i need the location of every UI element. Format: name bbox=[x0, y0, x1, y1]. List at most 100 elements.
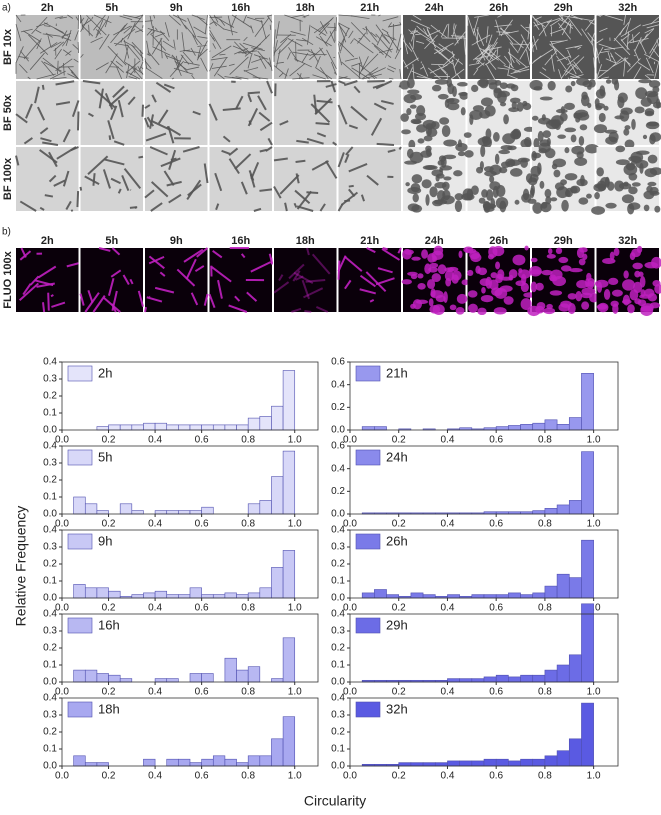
cell-blob bbox=[401, 129, 411, 135]
cell-blob bbox=[561, 265, 572, 272]
histogram-bar bbox=[259, 500, 272, 515]
histogram-bar bbox=[166, 510, 179, 515]
y-axis-label: Relative Frequency bbox=[13, 506, 29, 627]
cell-blob bbox=[509, 168, 523, 177]
cell-blob bbox=[410, 183, 421, 193]
hypha bbox=[146, 28, 153, 36]
hypha bbox=[620, 39, 630, 51]
histogram-bar bbox=[201, 673, 214, 683]
hypha bbox=[325, 160, 338, 179]
cell-blob bbox=[576, 280, 588, 289]
cell-blob bbox=[567, 293, 577, 300]
histogram-bar bbox=[544, 585, 558, 599]
x-tick-label: 0.0 bbox=[55, 771, 69, 782]
x-tick-label: 1.0 bbox=[587, 687, 601, 698]
cell-blob bbox=[490, 272, 498, 279]
hypha bbox=[294, 189, 311, 204]
x-tick-label: 0.4 bbox=[441, 519, 455, 530]
cell-blob bbox=[505, 158, 516, 168]
histogram-bar bbox=[410, 762, 424, 767]
hypha bbox=[82, 80, 101, 85]
hypha bbox=[531, 16, 545, 28]
cell-blob bbox=[510, 84, 519, 92]
cell-blob bbox=[476, 166, 484, 174]
hypha bbox=[549, 43, 557, 51]
y-tick-label: 0.0 bbox=[331, 509, 345, 520]
cell-blob bbox=[440, 156, 447, 168]
hypha bbox=[191, 74, 195, 80]
histogram-bar bbox=[581, 451, 594, 515]
time-label: 21h bbox=[360, 2, 379, 14]
histogram-bar bbox=[96, 426, 109, 431]
hypha bbox=[39, 206, 45, 211]
hypha bbox=[350, 105, 368, 121]
y-tick-label: 0.2 bbox=[331, 643, 345, 654]
hypha bbox=[76, 111, 80, 131]
hypha bbox=[284, 68, 289, 80]
legend-swatch bbox=[355, 365, 381, 382]
micrograph bbox=[337, 146, 402, 212]
micrograph bbox=[596, 14, 660, 80]
hypha bbox=[209, 63, 214, 72]
hypha bbox=[105, 53, 118, 74]
cell-blob bbox=[518, 268, 523, 274]
hypha bbox=[50, 294, 54, 298]
hypha bbox=[163, 170, 175, 186]
cell-blob bbox=[454, 200, 463, 213]
histogram-bar bbox=[495, 674, 509, 683]
hypha bbox=[154, 27, 158, 31]
hypha bbox=[34, 86, 40, 104]
hypha bbox=[362, 27, 366, 31]
hypha bbox=[606, 58, 622, 72]
hypha bbox=[278, 72, 284, 78]
cell-blob bbox=[471, 84, 479, 93]
hypha bbox=[229, 56, 249, 75]
cell-blob bbox=[443, 176, 452, 181]
hypha bbox=[591, 38, 595, 58]
cell-blob bbox=[480, 145, 486, 158]
hypha bbox=[228, 158, 240, 175]
hypha bbox=[510, 68, 530, 74]
cell-blob bbox=[512, 254, 526, 266]
x-tick-label: 0.2 bbox=[392, 435, 406, 446]
hypha bbox=[71, 100, 80, 117]
histogram-bar bbox=[119, 678, 133, 683]
y-tick-label: 0.3 bbox=[43, 458, 57, 469]
cell-blob bbox=[489, 175, 495, 183]
hypha bbox=[150, 181, 169, 198]
histogram-bar bbox=[495, 426, 509, 431]
cell-blob bbox=[411, 256, 421, 261]
hypha bbox=[214, 21, 225, 30]
hypha bbox=[108, 89, 129, 107]
legend-label: 16h bbox=[98, 617, 120, 632]
x-tick-label: 0.4 bbox=[441, 771, 455, 782]
time-label: 29h bbox=[554, 2, 573, 14]
hypha bbox=[51, 301, 66, 308]
histogram-bar bbox=[568, 738, 582, 767]
hypha bbox=[654, 60, 660, 79]
hypha bbox=[577, 46, 582, 50]
hypha bbox=[20, 247, 27, 258]
micrograph bbox=[80, 80, 144, 146]
x-tick-label: 0.0 bbox=[343, 603, 357, 614]
cell-blob bbox=[524, 245, 529, 251]
micrograph bbox=[529, 77, 596, 149]
hypha bbox=[424, 34, 438, 50]
cell-blob bbox=[581, 91, 588, 100]
hypha bbox=[27, 76, 31, 80]
hypha bbox=[15, 46, 24, 63]
hypha bbox=[526, 49, 531, 66]
hypha bbox=[497, 67, 509, 70]
histogram-bar bbox=[96, 510, 109, 515]
cell-blob bbox=[405, 182, 410, 187]
histogram-bar bbox=[483, 594, 497, 599]
x-tick-label: 0.8 bbox=[241, 603, 255, 614]
hypha bbox=[375, 24, 390, 44]
hypha bbox=[117, 188, 122, 194]
hypha bbox=[59, 16, 68, 19]
y-tick-label: 0.2 bbox=[331, 402, 345, 413]
hypha bbox=[623, 14, 626, 26]
hypha bbox=[601, 76, 610, 80]
cell-blob bbox=[492, 245, 505, 257]
cell-blob bbox=[510, 97, 521, 104]
